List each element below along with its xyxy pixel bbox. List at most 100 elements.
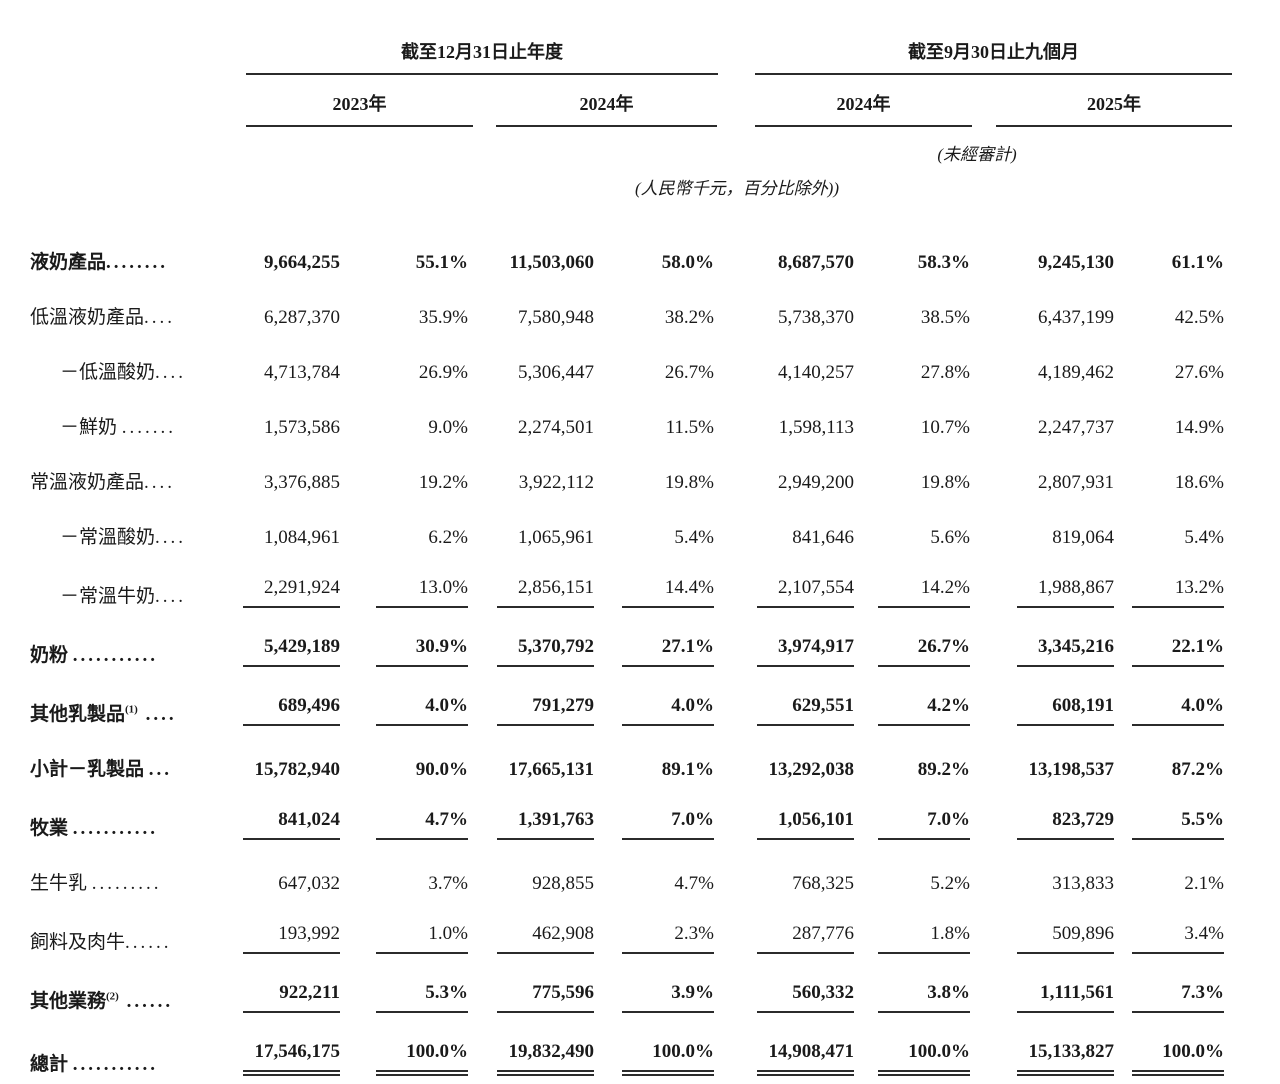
- percent-value: 27.8%: [920, 362, 970, 383]
- percent-cell: 9.0%: [346, 397, 476, 452]
- percent-value: 100.0%: [878, 1041, 970, 1076]
- percent-cell: 5.6%: [860, 507, 978, 562]
- row-label-text: 小計－乳製品: [30, 759, 149, 780]
- percent-cell: 5.3%: [346, 967, 476, 1026]
- amount-value: 6,287,370: [264, 307, 340, 328]
- percent-value: 14.2%: [878, 577, 970, 608]
- dot-leader: ...: [148, 759, 173, 780]
- amount-cell: 5,306,447: [476, 342, 600, 397]
- amount-cell: 1,065,961: [476, 507, 600, 562]
- percent-value: 11.5%: [665, 417, 714, 438]
- row-label: 液奶產品........: [30, 232, 242, 287]
- amount-cell: 560,332: [722, 967, 860, 1026]
- amount-value: 928,855: [532, 873, 594, 894]
- amount-cell: 775,596: [476, 967, 600, 1026]
- percent-value: 55.1%: [415, 252, 468, 273]
- amount-cell: 11,503,060: [476, 232, 600, 287]
- amount-cell: 2,274,501: [476, 397, 600, 452]
- percent-value: 5.4%: [674, 527, 714, 548]
- percent-value: 61.1%: [1171, 252, 1224, 273]
- percent-cell: 19.8%: [600, 452, 722, 507]
- amount-cell: 1,111,561: [978, 967, 1120, 1026]
- percent-value: 13.2%: [1132, 577, 1224, 608]
- amount-cell: 15,133,827: [978, 1026, 1120, 1084]
- row-label: －低溫酸奶....: [30, 342, 242, 397]
- percent-cell: 100.0%: [1120, 1026, 1232, 1084]
- amount-value: 3,345,216: [1017, 636, 1114, 667]
- amount-value: 3,922,112: [518, 472, 594, 493]
- percent-value: 3.8%: [878, 982, 970, 1013]
- percent-cell: 55.1%: [346, 232, 476, 287]
- year-col-2024-9m: 2024年: [722, 75, 978, 127]
- row-label: 奶粉 ...........: [30, 621, 242, 680]
- percent-value: 3.7%: [428, 873, 468, 894]
- amount-value: 5,370,792: [497, 636, 594, 667]
- percent-value: 19.8%: [920, 472, 970, 493]
- table-header: 截至12月31日止年度 截至9月30日止九個月 2023年 2024年 2024…: [30, 38, 1232, 232]
- header-spacer: [30, 75, 242, 127]
- percent-cell: 5.4%: [1120, 507, 1232, 562]
- amount-cell: 841,024: [242, 794, 346, 853]
- percent-cell: 1.8%: [860, 908, 978, 967]
- percent-value: 4.0%: [376, 695, 468, 726]
- percent-value: 5.3%: [376, 982, 468, 1013]
- amount-cell: 4,713,784: [242, 342, 346, 397]
- amount-cell: 2,291,924: [242, 562, 346, 621]
- percent-cell: 100.0%: [346, 1026, 476, 1084]
- year-label-2023: 2023年: [246, 90, 473, 127]
- dot-leader: ...........: [72, 818, 159, 839]
- percent-value: 7.0%: [622, 809, 714, 840]
- year-col-2023: 2023年: [242, 75, 476, 127]
- percent-value: 30.9%: [376, 636, 468, 667]
- percent-value: 3.9%: [622, 982, 714, 1013]
- percent-cell: 14.2%: [860, 562, 978, 621]
- unaudited-note-row: (未經審計): [30, 127, 1232, 165]
- currency-unit-note: (人民幣千元，百分比除外)): [635, 179, 839, 198]
- percent-cell: 2.1%: [1120, 853, 1232, 908]
- percent-value: 9.0%: [428, 417, 468, 438]
- amount-value: 608,191: [1017, 695, 1114, 726]
- amount-cell: 2,807,931: [978, 452, 1120, 507]
- amount-value: 629,551: [757, 695, 854, 726]
- amount-cell: 1,391,763: [476, 794, 600, 853]
- period-group-fy: 截至12月31日止年度: [242, 38, 722, 75]
- amount-cell: 3,922,112: [476, 452, 600, 507]
- percent-cell: 35.9%: [346, 287, 476, 342]
- header-spacer: [30, 165, 242, 232]
- amount-cell: 823,729: [978, 794, 1120, 853]
- table-row: 總計 ........... 17,546,175 100.0% 19,832,490…: [30, 1026, 1232, 1084]
- percent-value: 90.0%: [415, 759, 468, 780]
- percent-cell: 10.7%: [860, 397, 978, 452]
- amount-value: 1,056,101: [757, 809, 854, 840]
- percent-cell: 89.2%: [860, 739, 978, 794]
- row-label: 常溫液奶產品....: [30, 452, 242, 507]
- percent-value: 35.9%: [418, 307, 468, 328]
- amount-cell: 768,325: [722, 853, 860, 908]
- row-label: 生牛乳 .........: [30, 853, 242, 908]
- table-row: －低溫酸奶.... 4,713,784 26.9% 5,306,447 26.7% 4,1…: [30, 342, 1232, 397]
- row-label-text: 飼料及肉牛: [30, 932, 126, 953]
- percent-value: 26.7%: [664, 362, 714, 383]
- row-label: 飼料及肉牛......: [30, 908, 242, 967]
- percent-cell: 90.0%: [346, 739, 476, 794]
- table-row: 其他乳製品(1) .... 689,496 4.0% 791,279 4.0% 629,5…: [30, 680, 1232, 739]
- amount-value: 9,245,130: [1038, 252, 1114, 273]
- amount-cell: 462,908: [476, 908, 600, 967]
- amount-cell: 13,292,038: [722, 739, 860, 794]
- period-group-fy-title: 截至12月31日止年度: [246, 38, 718, 75]
- year-label-2024-9m: 2024年: [755, 90, 972, 127]
- percent-cell: 38.5%: [860, 287, 978, 342]
- percent-cell: 26.7%: [860, 621, 978, 680]
- percent-cell: 11.5%: [600, 397, 722, 452]
- percent-cell: 2.3%: [600, 908, 722, 967]
- percent-cell: 3.7%: [346, 853, 476, 908]
- amount-value: 791,279: [497, 695, 594, 726]
- amount-cell: 14,908,471: [722, 1026, 860, 1084]
- percent-value: 19.8%: [664, 472, 714, 493]
- amount-cell: 6,437,199: [978, 287, 1120, 342]
- row-label: －常溫牛奶....: [30, 562, 242, 621]
- percent-cell: 13.0%: [346, 562, 476, 621]
- amount-value: 841,024: [243, 809, 340, 840]
- amount-value: 15,782,940: [254, 759, 341, 780]
